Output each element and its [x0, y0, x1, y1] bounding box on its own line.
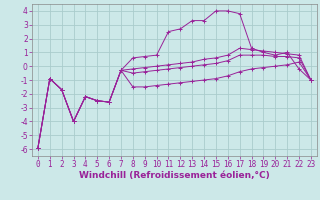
X-axis label: Windchill (Refroidissement éolien,°C): Windchill (Refroidissement éolien,°C) — [79, 171, 270, 180]
